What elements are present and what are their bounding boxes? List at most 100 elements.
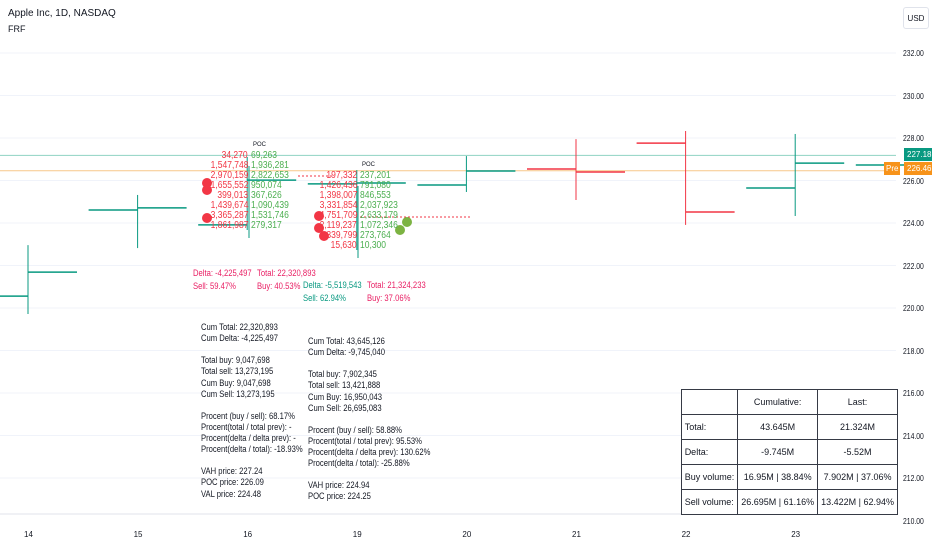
sell-volume: 2,119,237 [319, 220, 357, 231]
table-cell: 26.695M | 61.16% [737, 489, 819, 515]
price-tick: 214.00 [903, 431, 924, 441]
table-header-last: Last: [817, 389, 898, 415]
time-tick: 20 [462, 530, 472, 539]
time-tick: 23 [791, 530, 801, 539]
sell-percent: Sell: 62.94% [303, 293, 346, 303]
stat-line: Procent(delta / total): -25.88% [308, 458, 410, 469]
symbol-title[interactable]: Apple Inc, 1D, NASDAQ [8, 8, 116, 19]
table-cell: 7.902M | 37.06% [817, 464, 898, 490]
time-axis [0, 515, 896, 550]
sell-imbalance-dot [202, 185, 212, 195]
table-row: Delta: -9.745M -5.52M [680, 439, 898, 465]
price-tick: 228.00 [903, 134, 924, 143]
sell-volume: 197,332 [326, 170, 357, 181]
stat-line: VAH price: 227.24 [201, 466, 263, 477]
stat-line: POC price: 224.25 [308, 491, 371, 502]
row-label: Total: [680, 414, 739, 440]
stat-line: Cum Delta: -4,225,497 [201, 333, 278, 344]
current-price-label: 227.18 [904, 148, 932, 161]
sell-volume: 1,398,007 [319, 190, 357, 201]
stat-line: Total sell: 13,421,888 [308, 380, 381, 391]
price-tick: 224.00 [903, 219, 924, 228]
buy-volume: 1,936,281 [251, 160, 289, 171]
sell-volume: 1,439,674 [210, 200, 248, 211]
currency-button[interactable]: USD [903, 7, 929, 29]
price-tick: 212.00 [903, 474, 924, 483]
buy-volume: 2,822,653 [251, 170, 289, 181]
stat-line: Procent (buy / sell): 58.88% [308, 424, 402, 435]
sell-volume: 3,331,854 [319, 200, 357, 211]
sell-imbalance-dot [202, 213, 212, 223]
table-cell: 16.95M | 38.84% [737, 464, 819, 490]
buy-volume: 279,317 [251, 220, 282, 231]
table-row: Total: 43.645M 21.324M [680, 414, 898, 440]
buy-volume: 791,080 [360, 180, 391, 191]
sell-volume: 399,013 [217, 190, 248, 201]
sell-imbalance-dot [314, 223, 324, 233]
stat-line: Procent(delta / delta prev): 130.62% [308, 447, 431, 457]
price-tick: 210.00 [903, 516, 924, 526]
buy-volume: 2,633,179 [360, 210, 398, 221]
stat-line: Cum Delta: -9,745,040 [308, 347, 385, 358]
buy-percent: Buy: 37.06% [367, 293, 411, 303]
stat-line: Total sell: 13,273,195 [201, 366, 274, 377]
buy-percent: Buy: 40.53% [257, 281, 301, 291]
pre-price-label: 226.46 [904, 162, 932, 175]
stat-line: Procent(delta / total): -18.93% [201, 444, 303, 455]
sell-volume: 1,426,436 [319, 180, 357, 191]
stat-line: Cum Sell: 13,273,195 [201, 388, 275, 399]
sell-imbalance-dot [319, 231, 329, 241]
time-tick: 19 [352, 530, 362, 539]
table-cell: -5.52M [817, 439, 898, 465]
price-tick: 232.00 [903, 49, 924, 58]
sell-volume: 34,270 [221, 150, 248, 161]
table-cell [680, 389, 739, 415]
stat-line: Procent(total / total prev): - [201, 421, 292, 432]
table-cell: 13.422M | 62.94% [817, 489, 898, 515]
stat-line: Total buy: 9,047,698 [201, 355, 270, 366]
buy-volume: 1,072,346 [360, 220, 398, 231]
sell-volume: 3,365,287 [210, 210, 248, 221]
buy-imbalance-dot [395, 225, 405, 235]
table-header-row: Cumulative: Last: [680, 389, 898, 415]
sell-volume: 4,751,709 [319, 210, 357, 221]
buy-volume: 367,626 [251, 190, 282, 201]
indicator-name[interactable]: FRF [8, 24, 26, 34]
table-row: Sell volume: 26.695M | 61.16% 13.422M | 62… [680, 489, 898, 515]
buy-volume: 237,201 [360, 170, 391, 181]
buy-volume: 10,300 [360, 240, 387, 251]
buy-volume: 69,263 [251, 150, 278, 161]
stat-line: Cum Buy: 16,950,043 [308, 391, 383, 402]
price-tick: 218.00 [903, 346, 924, 356]
row-label: Sell volume: [680, 489, 739, 515]
stat-line: Procent (buy / sell): 68.17% [201, 410, 295, 421]
stat-line: Cum Buy: 9,047,698 [201, 377, 271, 388]
table-header-cumulative: Cumulative: [737, 389, 819, 415]
time-tick: 14 [24, 530, 33, 539]
sell-volume: 339,799 [326, 230, 357, 241]
stat-line: Total buy: 7,902,345 [308, 369, 377, 380]
table-cell: 21.324M [817, 414, 898, 440]
buy-volume: 1,090,439 [251, 200, 289, 211]
buy-volume: 273,764 [360, 230, 391, 241]
stat-line: Cum Total: 43,645,126 [308, 336, 385, 346]
table-cell: -9.745M [737, 439, 819, 465]
stat-line: Procent(delta / delta prev): - [201, 433, 296, 443]
poc-label: POC [253, 142, 267, 148]
row-label: Delta: [680, 439, 739, 465]
stat-line: Cum Total: 22,320,893 [201, 322, 278, 332]
stat-line: POC price: 226.09 [201, 477, 264, 488]
price-tick: 230.00 [903, 91, 924, 101]
summary-table: Cumulative: Last: Total: 43.645M 21.324M D… [680, 389, 898, 515]
buy-volume: 950,074 [251, 180, 282, 191]
poc-label: POC [362, 162, 376, 168]
time-tick: 22 [681, 530, 691, 539]
price-tick: 226.00 [903, 176, 924, 186]
sell-volume: 1,655,552 [210, 180, 248, 191]
sell-volume: 1,547,748 [210, 160, 248, 171]
buy-volume: 2,037,923 [360, 200, 398, 211]
time-tick: 21 [572, 530, 581, 539]
sell-imbalance-dot [202, 178, 212, 188]
sell-volume: 2,970,159 [210, 170, 248, 181]
buy-volume: 846,553 [360, 190, 391, 201]
